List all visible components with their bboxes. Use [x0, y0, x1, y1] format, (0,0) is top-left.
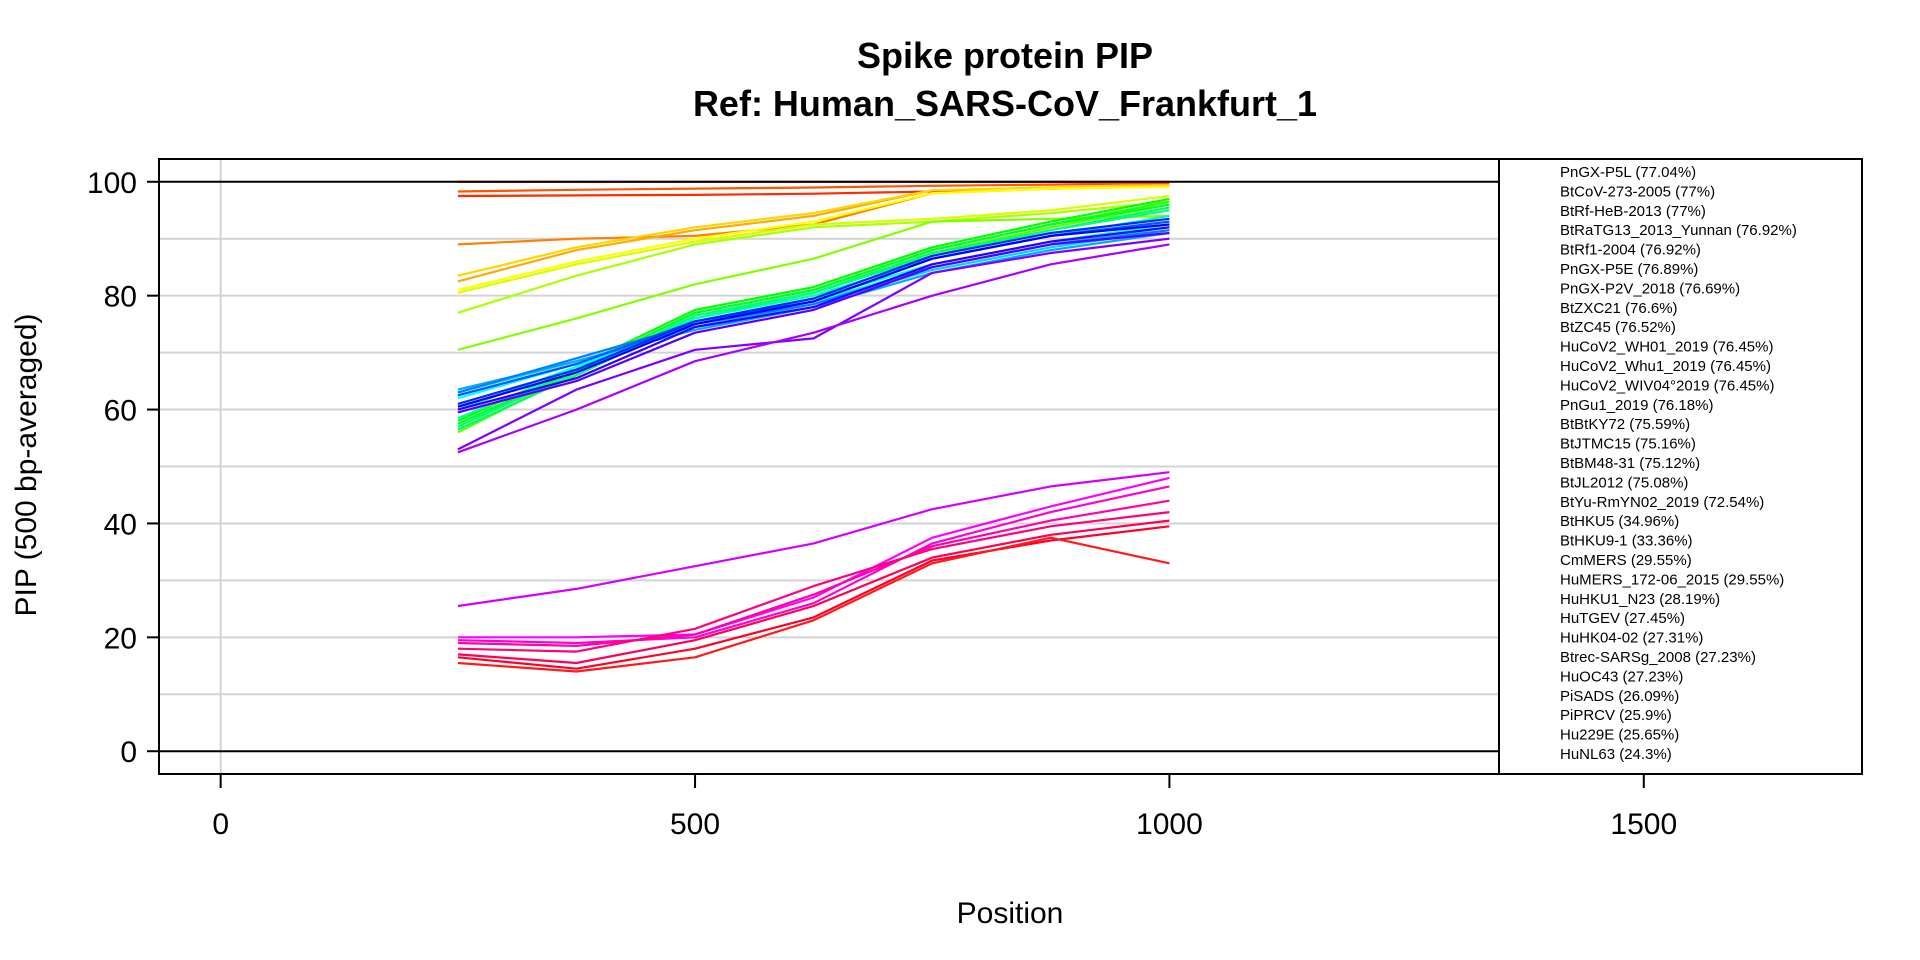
legend-entry: CmMERS (29.55%)	[1560, 552, 1692, 569]
legend-entry: BtJTMC15 (75.16%)	[1560, 436, 1696, 453]
x-tick-label: 1000	[1136, 808, 1203, 841]
y-tick-label: 60	[104, 395, 137, 428]
legend-entry: PnGX-P2V_2018 (76.69%)	[1560, 280, 1740, 297]
legend-entry: BtHKU5 (34.96%)	[1560, 513, 1679, 530]
series-line-36	[457, 525, 1170, 670]
legend-entry: BtBtKY72 (75.59%)	[1560, 416, 1690, 433]
series-line-28	[457, 237, 1170, 451]
legend-box	[1498, 158, 1863, 775]
legend-entry: HuMERS_172-06_2015 (29.55%)	[1560, 571, 1784, 588]
x-tick-label: 1500	[1610, 808, 1677, 841]
y-tick-label: 80	[104, 281, 137, 314]
series-line-10	[457, 214, 1170, 351]
legend-entry: HuHK04-02 (27.31%)	[1560, 630, 1703, 647]
x-tick-label: 500	[670, 808, 720, 841]
series-line-29	[457, 243, 1170, 454]
legend-entry: BtYu-RmYN02_2019 (72.54%)	[1560, 494, 1764, 511]
legend-entry: HuTGEV (27.45%)	[1560, 610, 1685, 627]
series-line-25	[457, 223, 1170, 408]
series-line-8	[457, 194, 1170, 294]
legend-entry: BtCoV-273-2005 (77%)	[1560, 183, 1715, 200]
series-line-33	[457, 499, 1170, 648]
legend-entry: HuCoV2_WIV04°2019 (76.45%)	[1560, 377, 1774, 394]
y-tick-label: 100	[87, 167, 137, 200]
series-line-37	[457, 536, 1170, 673]
legend-entry: PnGX-P5E (76.89%)	[1560, 261, 1698, 278]
series-line-32	[457, 485, 1170, 645]
chart-subtitle: Ref: Human_SARS-CoV_Frankfurt_1	[693, 83, 1317, 124]
x-axis-label: Position	[957, 897, 1064, 930]
legend-entry: BtZC45 (76.52%)	[1560, 319, 1676, 336]
series-line-24	[457, 217, 1170, 405]
legend-entry: HuCoV2_WH01_2019 (76.45%)	[1560, 339, 1773, 356]
gridlines	[159, 159, 1499, 774]
legend-entry: BtRaTG13_2013_Yunnan (76.92%)	[1560, 222, 1797, 239]
legend-entry: BtHKU9-1 (33.36%)	[1560, 533, 1693, 550]
series-line-35	[457, 519, 1170, 665]
series-line-34	[457, 511, 1170, 653]
legend-entry: PiPRCV (25.9%)	[1560, 707, 1672, 724]
legend-entry: BtJL2012 (75.08%)	[1560, 474, 1688, 491]
legend-entry: BtZXC21 (76.6%)	[1560, 300, 1678, 317]
series-line-9	[457, 200, 1170, 314]
x-tick-label: 0	[212, 808, 229, 841]
legend-entry: HuNL63 (24.3%)	[1560, 746, 1672, 763]
series-line-27	[457, 231, 1170, 414]
series-line-30	[457, 471, 1170, 608]
series-line-7	[457, 185, 1170, 292]
y-tick-label: 0	[120, 736, 137, 769]
legend-entry: Hu229E (25.65%)	[1560, 727, 1679, 744]
y-tick-label: 20	[104, 622, 137, 655]
legend-entry: HuHKU1_N23 (28.19%)	[1560, 591, 1720, 608]
series-line-31	[457, 476, 1170, 639]
y-tick-label: 40	[104, 508, 137, 541]
legend-entry: BtRf1-2004 (76.92%)	[1560, 242, 1701, 259]
legend-entry: BtRf-HeB-2013 (77%)	[1560, 203, 1706, 220]
series-line-3	[457, 181, 1170, 193]
series-lines	[457, 180, 1170, 673]
legend-entry: BtBM48-31 (75.12%)	[1560, 455, 1700, 472]
y-axis-label: PIP (500 bp-averaged)	[10, 314, 43, 617]
legend-entry: PiSADS (26.09%)	[1560, 688, 1679, 705]
legend-entry: PnGX-P5L (77.04%)	[1560, 164, 1696, 181]
legend: PnGX-P5L (77.04%) BtCoV-273-2005 (77%) BtR…	[1560, 164, 1797, 763]
legend-entry: PnGu1_2019 (76.18%)	[1560, 397, 1713, 414]
series-line-26	[457, 226, 1170, 411]
chart-title: Spike protein PIP	[857, 35, 1153, 76]
legend-entry: HuOC43 (27.23%)	[1560, 668, 1683, 685]
series-line-14	[457, 203, 1170, 425]
legend-entry: HuCoV2_Whu1_2019 (76.45%)	[1560, 358, 1771, 375]
legend-entry: Btrec-SARSg_2008 (27.23%)	[1560, 649, 1756, 666]
